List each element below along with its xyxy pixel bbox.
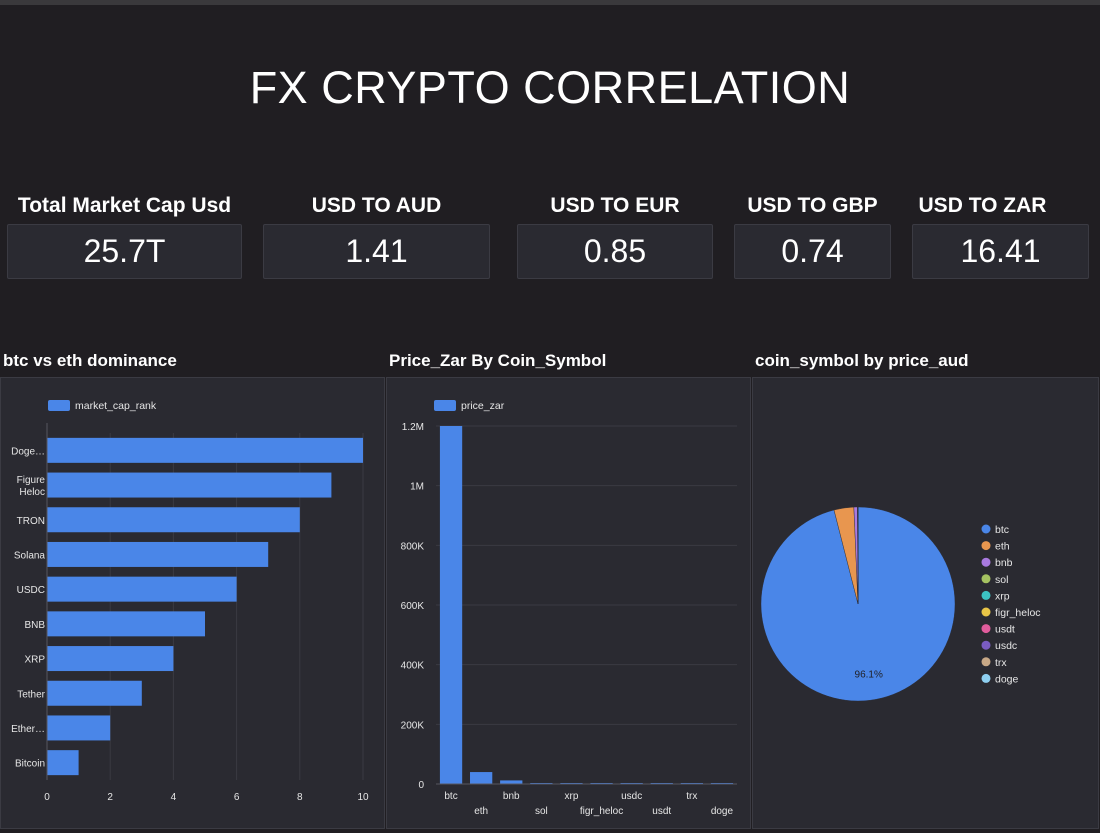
bar (47, 646, 174, 672)
kpi-label-usd-eur: USD TO EUR (550, 194, 680, 217)
x-tick-label: btc (444, 791, 457, 802)
legend-label: usdc (995, 640, 1017, 652)
kpi-value-usd-zar: 16.41 (912, 224, 1089, 279)
legend-label: btc (995, 524, 1009, 536)
legend-swatch (981, 657, 991, 667)
legend-swatch (981, 673, 991, 683)
y-tick-label: Solana (14, 550, 46, 561)
y-tick-label: Bitcoin (15, 759, 45, 770)
x-tick-label: 0 (44, 792, 50, 803)
x-tick-label: 4 (171, 792, 177, 803)
legend-swatch (981, 557, 991, 567)
page-title: FX CRYPTO CORRELATION (249, 62, 851, 113)
kpi-value-usd-aud: 1.41 (263, 224, 490, 279)
y-tick-label: Doge… (11, 446, 45, 457)
legend-swatch (434, 400, 456, 411)
y-tick-label: Ether… (11, 724, 45, 735)
legend-swatch (981, 524, 991, 534)
bar (47, 507, 300, 533)
y-tick-label: XRP (24, 655, 45, 666)
legend-label: figr_heloc (995, 607, 1041, 619)
kpi-label-usd-aud: USD TO AUD (311, 194, 442, 217)
legend-label: bnb (995, 557, 1013, 569)
panel-title-price-aud: coin_symbol by price_aud (755, 351, 969, 370)
bar (47, 437, 363, 463)
x-tick-label: usdt (652, 806, 671, 817)
legend-swatch (981, 590, 991, 600)
kpi-label-usd-zar: USD TO ZAR (918, 194, 1047, 217)
bar (47, 750, 79, 776)
kpi-value-usd-eur: 0.85 (517, 224, 713, 279)
y-tick-label: 1M (410, 482, 424, 493)
legend-swatch (981, 640, 991, 650)
x-tick-label: 2 (107, 792, 113, 803)
kpi-label-market-cap: Total Market Cap Usd (17, 194, 232, 217)
legend-label: trx (995, 657, 1007, 669)
bar (47, 611, 205, 637)
y-tick-label: Tether (17, 689, 45, 700)
y-tick-label: 1.2M (402, 422, 424, 433)
x-tick-label: doge (711, 806, 734, 817)
bar (47, 680, 142, 706)
y-tick-label: USDC (17, 585, 45, 596)
pie-slice (760, 506, 956, 702)
legend-swatch (48, 400, 70, 411)
legend-swatch (981, 541, 991, 551)
legend-swatch (981, 624, 991, 634)
pie-data-label: 96.1% (855, 669, 883, 680)
y-tick-label: 400K (401, 661, 425, 672)
kpi-label-usd-gbp: USD TO GBP (747, 194, 878, 217)
legend-label: eth (995, 541, 1010, 553)
legend-label: usdt (995, 624, 1015, 636)
x-tick-label: sol (535, 806, 548, 817)
legend-label: market_cap_rank (75, 400, 157, 412)
bar (47, 541, 269, 567)
kpi-value-usd-gbp: 0.74 (734, 224, 891, 279)
legend-label: doge (995, 673, 1019, 685)
top-bar (0, 0, 1100, 5)
x-tick-label: bnb (503, 791, 520, 802)
y-tick-label: 800K (401, 541, 425, 552)
bar (470, 772, 493, 784)
y-tick-label: 0 (418, 780, 424, 791)
y-tick-label: BNB (24, 620, 45, 631)
bar (47, 472, 332, 498)
y-tick-label: Figure Heloc (17, 475, 46, 498)
bar (439, 426, 463, 784)
legend-swatch (981, 574, 991, 584)
panel-title-dominance: btc vs eth dominance (3, 351, 177, 370)
bar (47, 576, 237, 602)
x-tick-label: 6 (234, 792, 240, 803)
x-tick-label: 8 (297, 792, 303, 803)
kpi-value-market-cap: 25.7T (7, 224, 242, 279)
x-tick-label: xrp (564, 791, 578, 802)
price-zar-bar-chart: price_zar 0 200K 400K 600K 800K 1M 1.2M btc eth bn… (401, 400, 737, 817)
y-tick-label: 200K (401, 720, 425, 731)
y-tick-label: TRON (17, 516, 45, 527)
legend-label: price_zar (461, 400, 505, 412)
bar (47, 715, 111, 741)
y-tick-label: 600K (401, 601, 425, 612)
x-tick-label: eth (474, 806, 488, 817)
legend-label: xrp (995, 590, 1010, 602)
bar (500, 780, 523, 784)
dominance-chart-panel: market_cap_rank 0 2 4 6 8 10 Doge… Figure Heloc TR… (0, 377, 385, 829)
x-tick-label: usdc (621, 791, 642, 802)
price-zar-chart-panel: price_zar 0 200K 400K 600K 800K 1M 1.2M btc eth bn… (386, 377, 751, 829)
legend-label: sol (995, 574, 1008, 586)
panel-title-price-zar: Price_Zar By Coin_Symbol (389, 351, 607, 370)
x-tick-label: figr_heloc (580, 806, 623, 817)
x-tick-label: 10 (357, 792, 369, 803)
dominance-bar-chart: market_cap_rank 0 2 4 6 8 10 Doge… Figure Heloc TR… (11, 400, 369, 803)
x-tick-label: trx (686, 791, 697, 802)
legend-swatch (981, 607, 991, 617)
